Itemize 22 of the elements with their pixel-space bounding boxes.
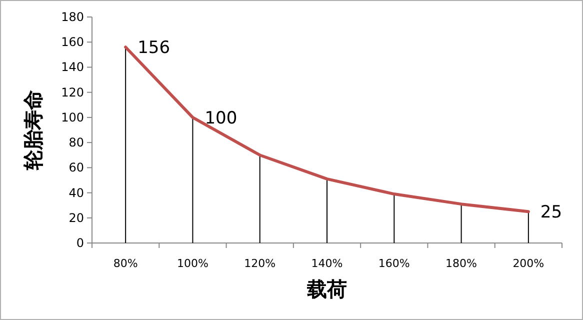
x-tick-label: 80% [113, 257, 138, 270]
x-tick-label: 180% [446, 257, 478, 270]
y-axis-title: 轮胎寿命 [21, 90, 45, 171]
y-tick-label: 80 [68, 136, 84, 150]
y-tick-label: 0 [76, 236, 84, 250]
data-label: 156 [138, 38, 170, 58]
y-tick-label: 180 [61, 10, 84, 24]
x-tick-label: 200% [512, 257, 544, 270]
x-tick-label: 160% [378, 257, 410, 270]
y-tick-label: 20 [68, 210, 84, 225]
x-tick-label: 100% [176, 257, 208, 270]
x-tick-label: 120% [244, 257, 276, 270]
y-tick-label: 140 [61, 60, 84, 74]
y-tick-label: 160 [61, 35, 84, 50]
data-label: 25 [540, 202, 562, 223]
y-tick-label: 100 [61, 110, 84, 124]
y-tick-label: 60 [68, 160, 84, 175]
x-tick-label: 140% [311, 257, 343, 270]
x-axis-title: 载荷 [306, 277, 347, 301]
y-tick-label: 120 [61, 85, 84, 100]
data-label: 100 [204, 108, 238, 128]
y-tick-label: 40 [68, 186, 84, 200]
